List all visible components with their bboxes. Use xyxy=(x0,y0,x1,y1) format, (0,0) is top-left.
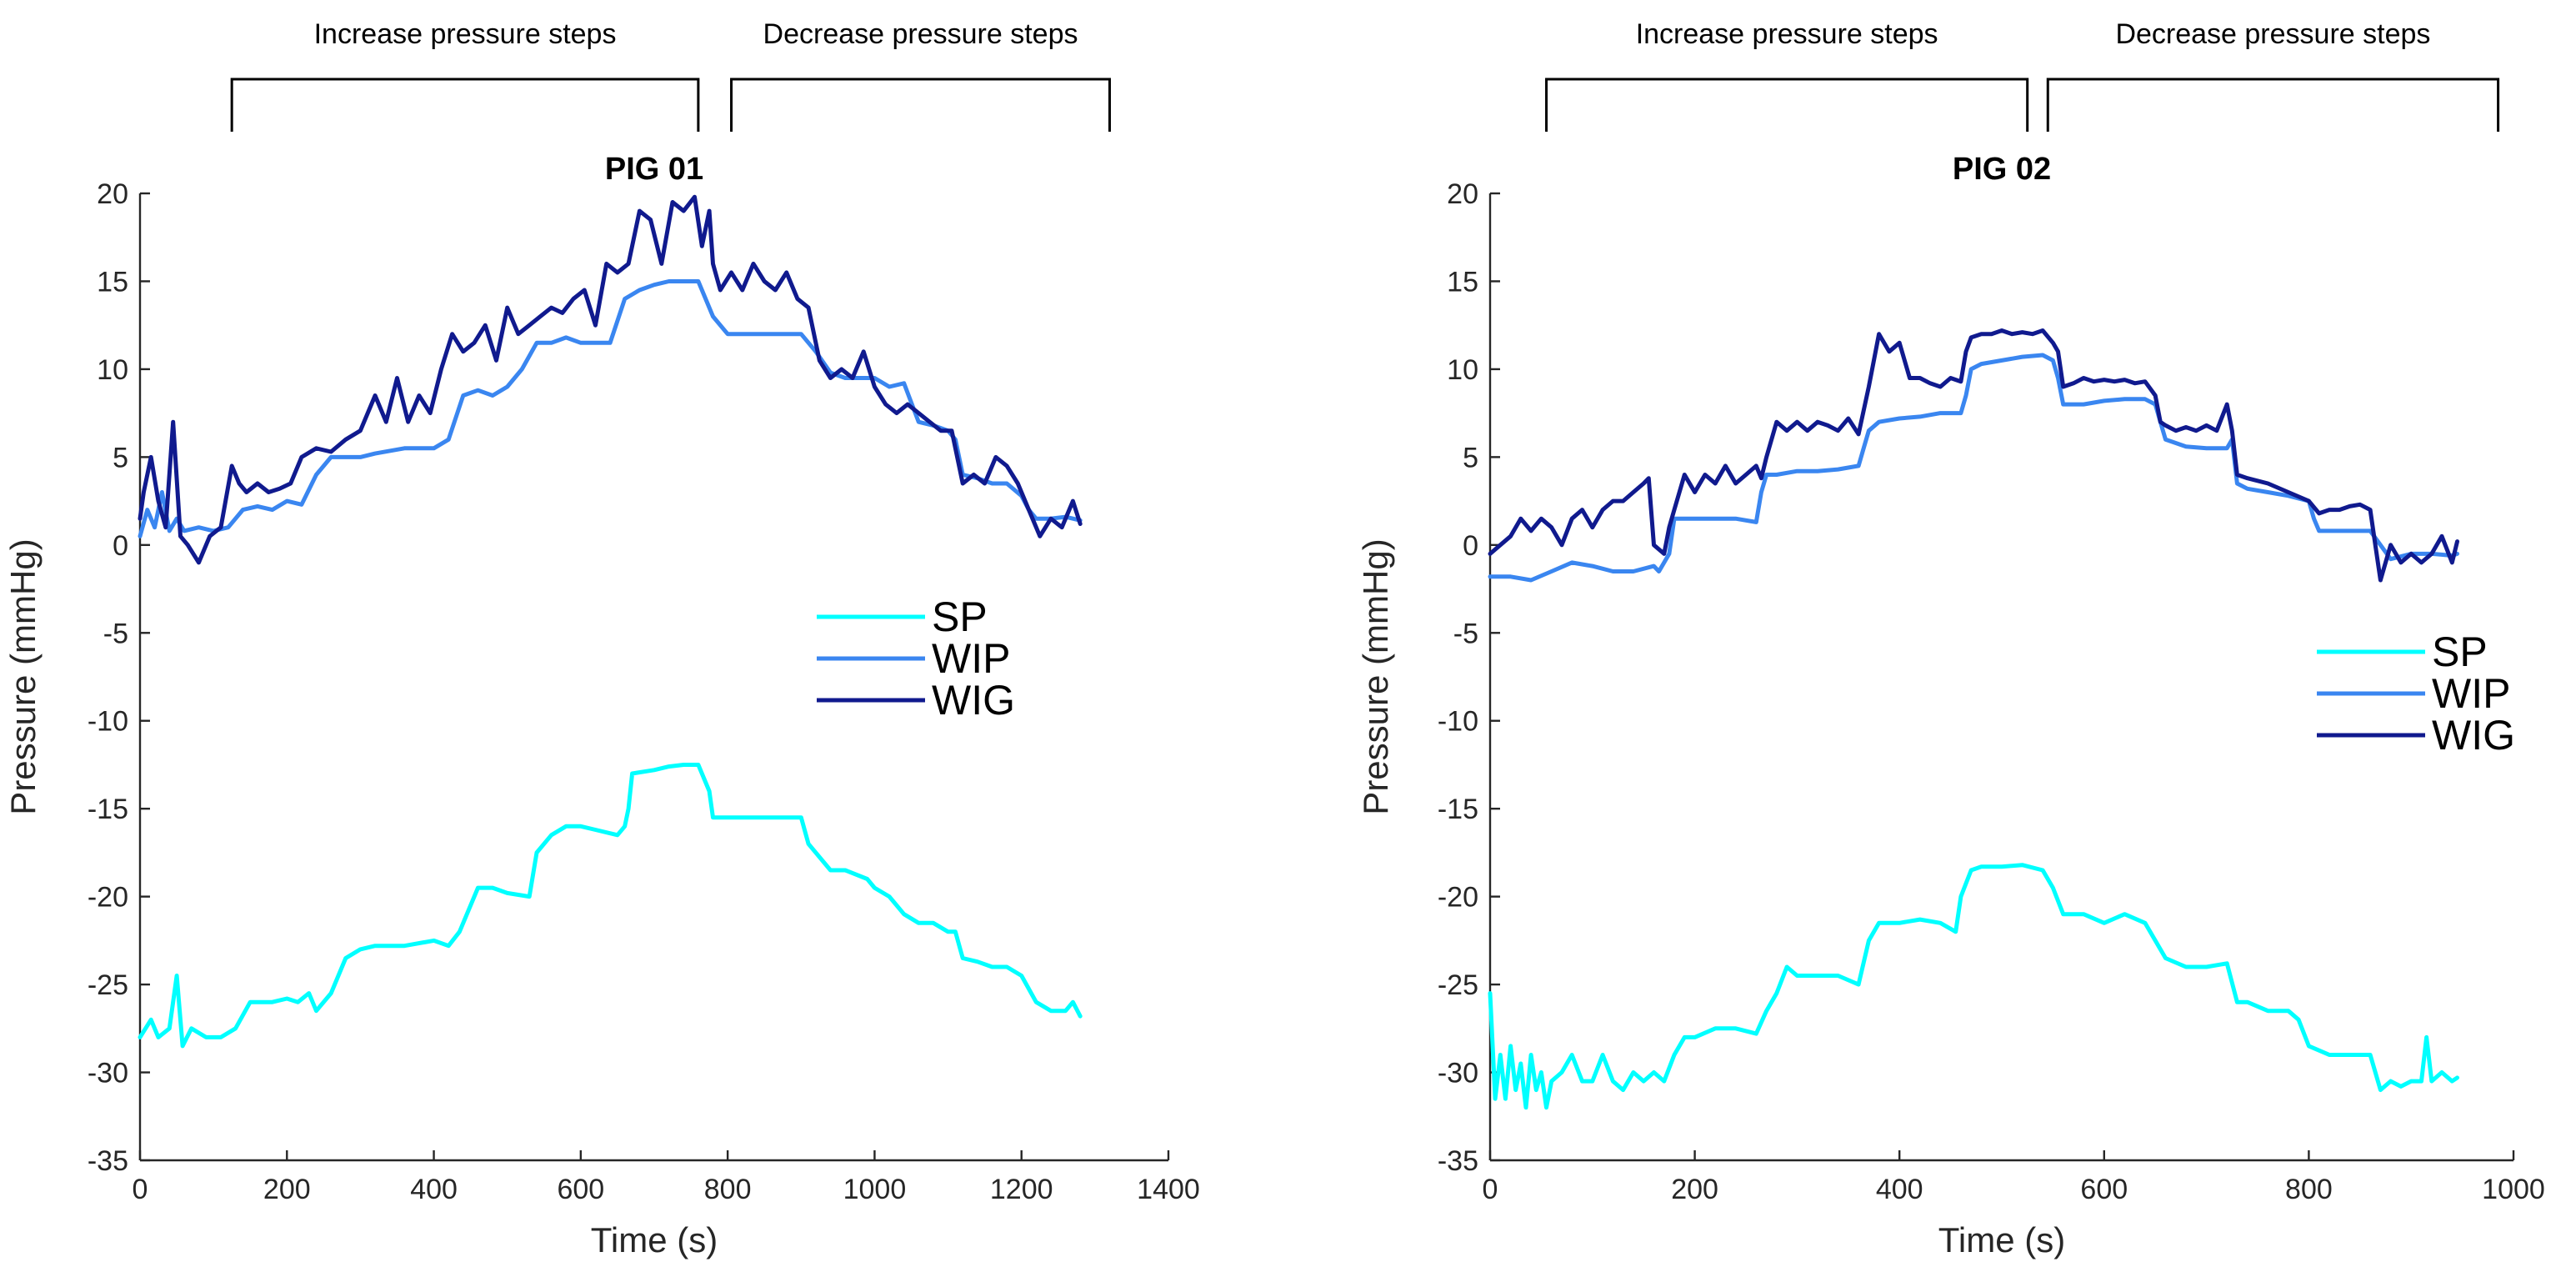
y-tick-label: 20 xyxy=(97,178,128,210)
x-tick-label: 400 xyxy=(1876,1174,1923,1205)
series-line-wig xyxy=(1488,328,2459,583)
series-line-wip xyxy=(138,279,1083,538)
x-tick-label: 1200 xyxy=(990,1174,1053,1205)
x-axis-title: Time (s) xyxy=(591,1220,718,1259)
x-tick-label: 800 xyxy=(704,1174,752,1205)
x-tick-label: 400 xyxy=(410,1174,458,1205)
phase-bracket xyxy=(230,78,700,132)
x-tick-label: 1400 xyxy=(1137,1174,1200,1205)
y-tick-label: 5 xyxy=(113,442,128,473)
phase-bracket-label: Decrease pressure steps xyxy=(2115,18,2430,50)
y-tick-label: 15 xyxy=(1447,266,1478,298)
x-tick-label: 1000 xyxy=(2482,1174,2545,1205)
y-tick-label: -30 xyxy=(88,1058,128,1089)
phase-bracket-label: Decrease pressure steps xyxy=(763,18,1078,50)
legend-label: WIP xyxy=(2432,670,2510,717)
y-tick-label: 10 xyxy=(1447,354,1478,386)
legend-label: WIG xyxy=(932,677,1015,724)
x-tick-label: 200 xyxy=(1671,1174,1718,1205)
y-tick-label: 10 xyxy=(97,354,128,386)
phase-bracket xyxy=(730,78,1111,132)
y-tick-label: -30 xyxy=(1438,1058,1478,1089)
y-tick-label: -35 xyxy=(88,1145,128,1177)
phase-bracket xyxy=(1545,78,2029,132)
chart-title: PIG 02 xyxy=(1953,152,2051,187)
y-tick-label: 0 xyxy=(1463,530,1478,562)
y-tick-label: 0 xyxy=(113,530,128,562)
legend-label: SP xyxy=(2432,628,2488,675)
y-tick-label: -10 xyxy=(88,706,128,738)
y-tick-label: -15 xyxy=(88,794,128,825)
y-axis-title: Pressure (mmHg) xyxy=(3,538,43,814)
y-tick-label: -20 xyxy=(1438,882,1478,914)
x-tick-label: 800 xyxy=(2285,1174,2333,1205)
y-tick-label: 15 xyxy=(97,266,128,298)
x-tick-label: 600 xyxy=(2080,1174,2128,1205)
y-tick-label: 20 xyxy=(1447,178,1478,210)
phase-bracket-label: Increase pressure steps xyxy=(314,18,617,50)
y-tick-label: -25 xyxy=(1438,969,1478,1001)
series-line-wip xyxy=(1488,353,2459,583)
phase-bracket xyxy=(2046,78,2500,132)
y-tick-label: -20 xyxy=(88,882,128,914)
y-axis-title: Pressure (mmHg) xyxy=(1356,538,1395,814)
legend-label: WIP xyxy=(932,635,1010,682)
phase-bracket-label: Increase pressure steps xyxy=(1636,18,1938,50)
y-tick-label: -25 xyxy=(88,969,128,1001)
legend-label: SP xyxy=(932,593,988,640)
y-tick-label: -10 xyxy=(1438,706,1478,738)
y-tick-label: -15 xyxy=(1438,794,1478,825)
y-tick-label: 5 xyxy=(1463,442,1478,473)
series-line-sp xyxy=(138,763,1083,1049)
y-tick-label: -35 xyxy=(1438,1145,1478,1177)
x-axis-title: Time (s) xyxy=(1938,1220,2065,1259)
series-line-sp xyxy=(1488,863,2459,1110)
y-tick-label: -5 xyxy=(103,618,128,649)
x-tick-label: 0 xyxy=(1483,1174,1498,1205)
series-line-wig xyxy=(138,194,1083,565)
legend-label: WIG xyxy=(2432,712,2515,759)
x-tick-label: 200 xyxy=(263,1174,311,1205)
x-tick-label: 600 xyxy=(557,1174,604,1205)
chart-title: PIG 01 xyxy=(605,152,703,187)
x-tick-label: 1000 xyxy=(843,1174,907,1205)
x-tick-label: 0 xyxy=(133,1174,148,1205)
y-tick-label: -5 xyxy=(1453,618,1478,649)
